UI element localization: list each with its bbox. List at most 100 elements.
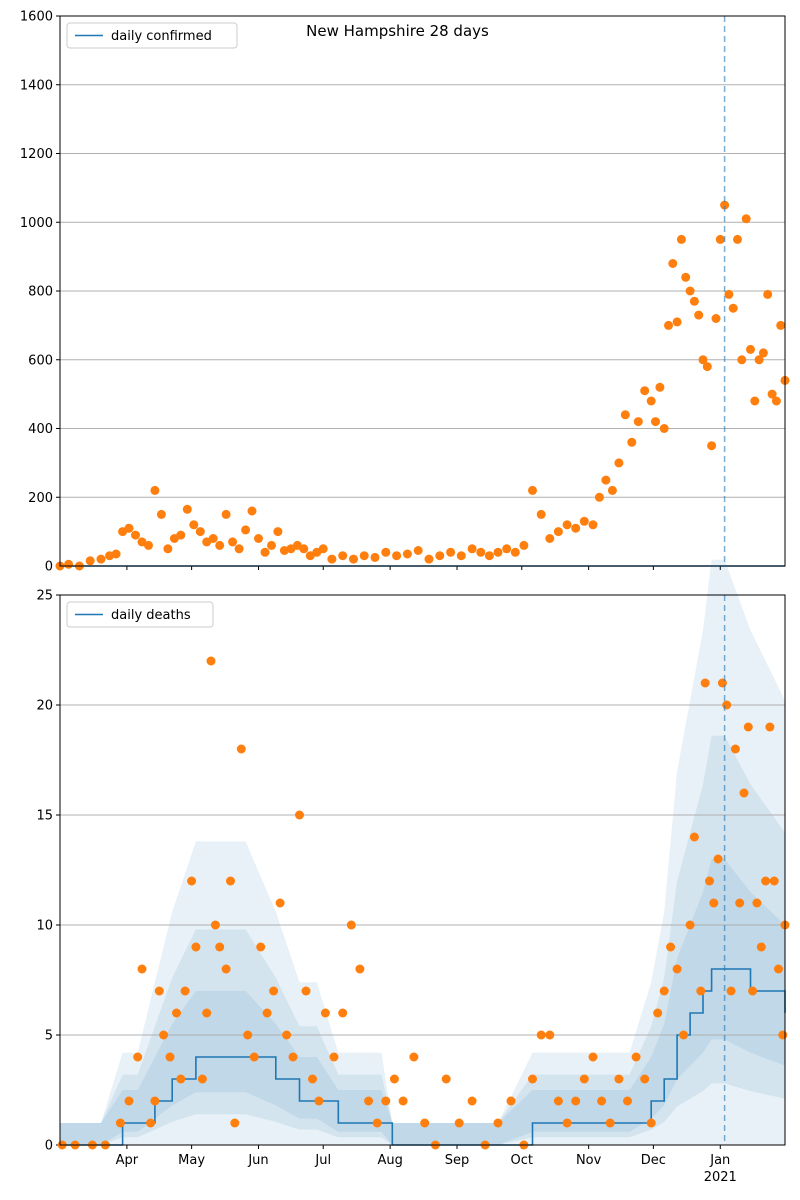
data-point — [717, 678, 727, 688]
data-point — [730, 744, 740, 754]
data-point — [467, 1096, 477, 1106]
data-point — [711, 314, 721, 323]
data-point — [640, 1074, 650, 1084]
y-tick-label: 800 — [28, 285, 53, 300]
data-point — [329, 1052, 339, 1062]
x-tick-label: Apr — [116, 1153, 139, 1168]
data-point — [528, 1074, 537, 1084]
data-point — [685, 286, 695, 296]
data-point — [191, 942, 201, 952]
data-point — [726, 986, 736, 996]
data-point — [275, 898, 285, 908]
data-point — [327, 554, 337, 564]
data-point — [646, 396, 656, 406]
data-point — [698, 355, 708, 365]
data-point — [536, 509, 546, 519]
data-point — [308, 1074, 317, 1084]
data-point — [182, 504, 192, 514]
data-point — [655, 382, 665, 392]
data-point — [769, 876, 779, 886]
confidence-band — [60, 859, 785, 1145]
data-point — [111, 549, 121, 559]
data-point — [614, 1074, 624, 1084]
data-point — [318, 544, 328, 554]
data-point — [741, 214, 751, 224]
data-point — [761, 876, 771, 886]
data-point — [254, 534, 263, 543]
data-point — [709, 898, 719, 908]
x-tick-label: Sep — [445, 1153, 470, 1168]
y-tick-label: 400 — [28, 422, 53, 437]
data-point — [685, 920, 695, 930]
data-point — [763, 289, 773, 299]
y-tick-label: 200 — [28, 491, 53, 506]
data-point — [133, 1052, 143, 1062]
data-point — [620, 410, 630, 420]
data-point — [724, 289, 734, 299]
confidence-band — [60, 735, 785, 1145]
data-point — [758, 348, 768, 358]
data-point — [247, 506, 257, 516]
data-point — [664, 320, 673, 330]
data-point — [144, 540, 153, 550]
y-tick-label: 600 — [28, 353, 53, 368]
plot-frame — [59, 15, 786, 567]
data-point — [299, 544, 309, 554]
data-point — [454, 1118, 464, 1128]
data-point — [627, 437, 637, 447]
legend-box — [66, 22, 238, 49]
data-point — [124, 523, 134, 533]
data-point — [420, 1118, 430, 1128]
data-point — [607, 485, 617, 495]
data-point — [720, 200, 730, 210]
y-tick-label: 0 — [45, 1139, 53, 1154]
data-point — [601, 475, 611, 485]
chart-title: New Hampshire 28 days — [306, 22, 489, 40]
data-point — [243, 1030, 253, 1040]
data-point — [700, 678, 710, 688]
data-point — [124, 1096, 134, 1106]
data-point — [679, 1030, 689, 1040]
deaths-panel: 0 5 10 15 20 25 Apr May Jun Jul Aug Sep Oct Nov Dec Jan… — [36, 559, 790, 1185]
data-point — [681, 272, 691, 282]
data-point — [571, 523, 581, 533]
x-tick-label: Aug — [377, 1153, 402, 1168]
data-point — [594, 492, 604, 502]
data-point — [381, 1096, 391, 1106]
data-point — [722, 700, 732, 710]
x-tick-label: Jul — [314, 1153, 331, 1168]
data-point — [269, 986, 279, 996]
data-point — [402, 549, 412, 559]
data-point — [605, 1118, 615, 1128]
data-point — [689, 832, 699, 842]
data-point — [707, 441, 717, 451]
data-point — [752, 898, 762, 908]
data-point — [320, 1008, 330, 1018]
data-point — [159, 1030, 169, 1040]
data-point — [115, 1118, 125, 1128]
data-point — [765, 722, 775, 732]
data-point — [728, 303, 738, 313]
data-point — [163, 544, 173, 554]
data-point — [668, 259, 678, 268]
data-point — [249, 1052, 259, 1062]
data-point — [702, 362, 712, 372]
data-point — [588, 520, 598, 530]
data-point — [288, 1052, 298, 1062]
data-point — [381, 547, 391, 557]
data-point — [771, 396, 781, 406]
plot-frame — [59, 594, 786, 1146]
data-point — [694, 310, 704, 320]
data-point — [446, 547, 456, 557]
data-point — [314, 1096, 324, 1106]
y-tick-label: 0 — [45, 560, 53, 575]
data-point — [273, 527, 283, 537]
x-tick-label: May — [178, 1153, 205, 1168]
data-point — [715, 234, 725, 244]
data-point — [156, 509, 166, 519]
data-point — [208, 534, 218, 543]
data-point — [659, 986, 669, 996]
data-point — [392, 551, 402, 561]
confirmed-panel: 0 200 400 600 800 1000 1200 1400 1600 New Hampshi… — [20, 10, 790, 575]
y-tick-label: 10 — [36, 919, 53, 934]
